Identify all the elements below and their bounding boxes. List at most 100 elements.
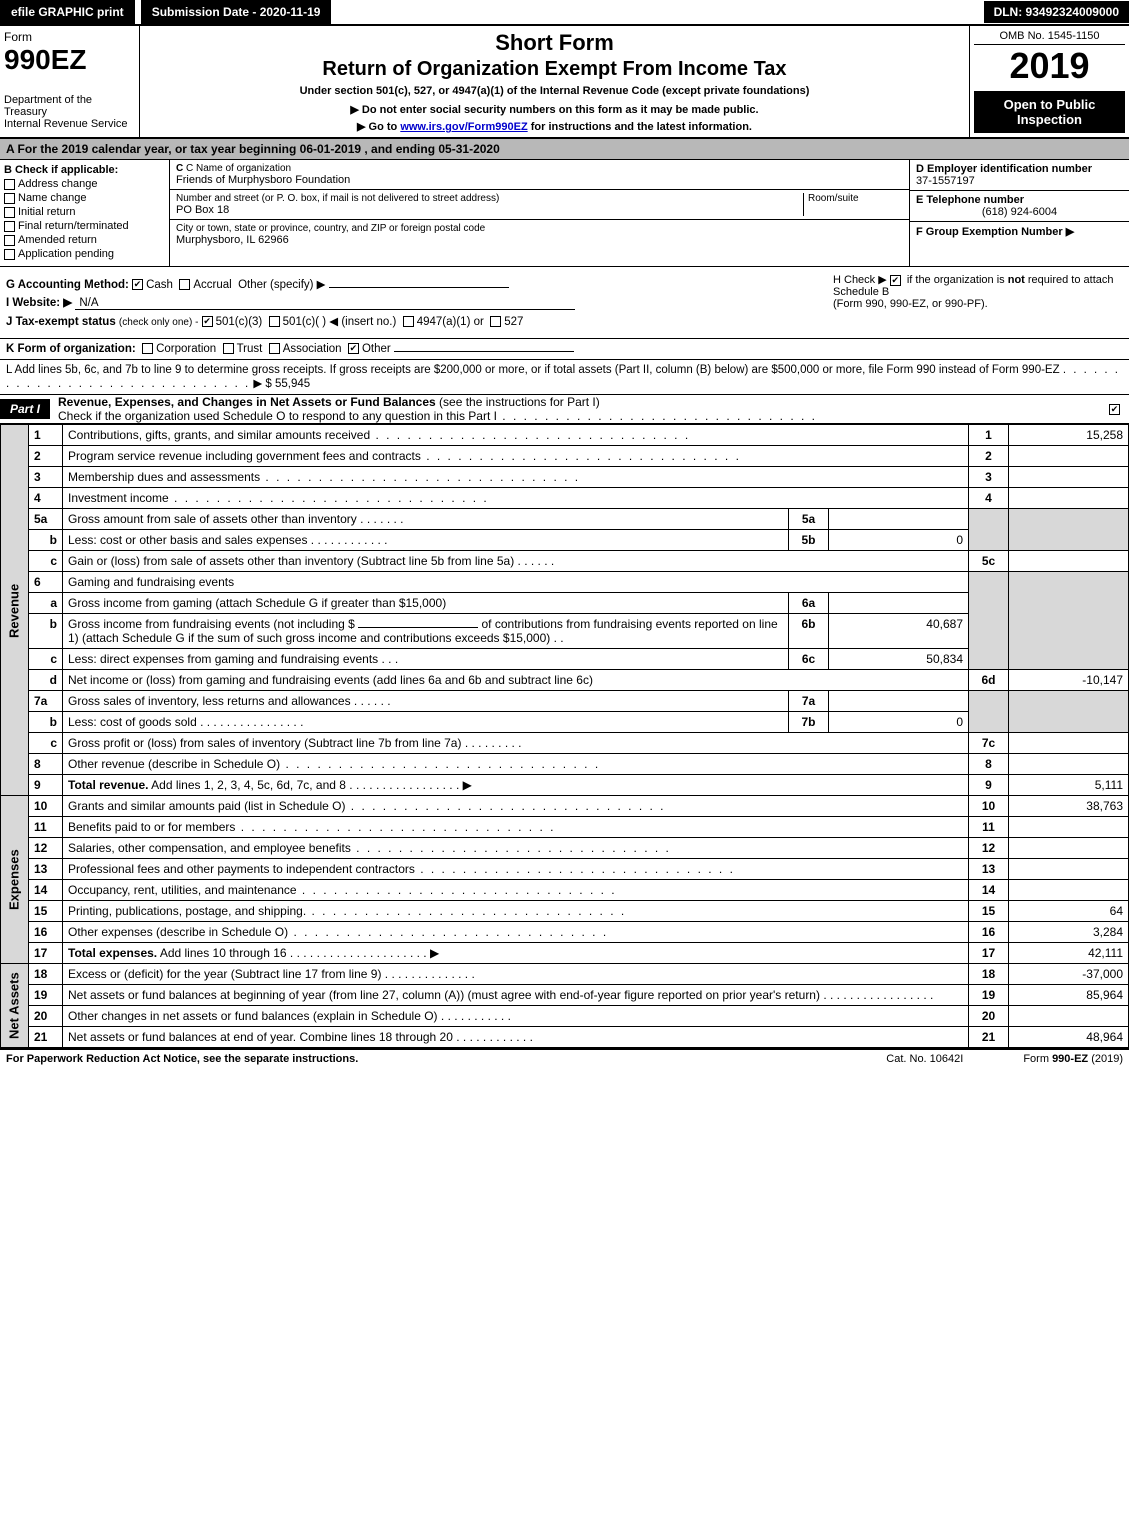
chk-name-change[interactable]: Name change [4, 192, 165, 204]
j-o1: 501(c)(3) [216, 316, 263, 328]
k-corp-checkbox[interactable] [142, 343, 153, 354]
l18-desc: Excess or (deficit) for the year (Subtra… [68, 967, 381, 981]
footer-right: Form 990-EZ (2019) [1023, 1053, 1123, 1065]
header-right: OMB No. 1545-1150 2019 Open to Public In… [969, 26, 1129, 137]
line-5b: bLess: cost or other basis and sales exp… [1, 530, 1129, 551]
city-label: City or town, state or province, country… [176, 223, 903, 234]
expenses-vlabel: Expenses [1, 796, 29, 964]
line-6a: aGross income from gaming (attach Schedu… [1, 593, 1129, 614]
chk-application-pending[interactable]: Application pending [4, 248, 165, 260]
line-18: Net Assets 18Excess or (deficit) for the… [1, 964, 1129, 985]
sub3-prefix: ▶ Go to [357, 121, 400, 133]
col-def: D Employer identification number 37-1557… [909, 160, 1129, 266]
l21-desc: Net assets or fund balances at end of ye… [68, 1030, 453, 1044]
l3-desc: Membership dues and assessments [68, 470, 260, 484]
footer-left: For Paperwork Reduction Act Notice, see … [6, 1053, 358, 1065]
header-center: Short Form Return of Organization Exempt… [140, 26, 969, 137]
l-amount: $ 55,945 [265, 378, 310, 390]
k-trust-checkbox[interactable] [223, 343, 234, 354]
l2-desc: Program service revenue including govern… [68, 449, 421, 463]
k-o4: Other [362, 343, 391, 355]
line-6d: dNet income or (loss) from gaming and fu… [1, 670, 1129, 691]
l1-desc: Contributions, gifts, grants, and simila… [68, 428, 370, 442]
j-501c3-checkbox[interactable] [202, 316, 213, 327]
l12-desc: Salaries, other compensation, and employ… [68, 841, 351, 855]
part1-table: Revenue 1 Contributions, gifts, grants, … [0, 424, 1129, 1048]
form-header: Form 990EZ Department of the Treasury In… [0, 26, 1129, 139]
l16-amt: 3,284 [1009, 922, 1129, 943]
subtitle-section: Under section 501(c), 527, or 4947(a)(1)… [144, 85, 965, 97]
line-7b: bLess: cost of goods sold . . . . . . . … [1, 712, 1129, 733]
org-name-value: Friends of Murphysboro Foundation [176, 174, 903, 186]
line-5a: 5aGross amount from sale of assets other… [1, 509, 1129, 530]
submission-date-button[interactable]: Submission Date - 2020-11-19 [141, 0, 332, 24]
j-4947-checkbox[interactable] [403, 316, 414, 327]
line-9: 9Total revenue. Total revenue. Add lines… [1, 775, 1129, 796]
l6c-desc: Less: direct expenses from gaming and fu… [68, 652, 378, 666]
e-value: (618) 924-6004 [916, 206, 1123, 218]
line-6c: cLess: direct expenses from gaming and f… [1, 649, 1129, 670]
col-b-label: B Check if applicable: [4, 164, 165, 176]
l17-amt: 42,111 [1009, 943, 1129, 964]
e-phone-cell: E Telephone number (618) 924-6004 [910, 191, 1129, 222]
l7c-desc: Gross profit or (loss) from sales of inv… [68, 736, 461, 750]
line-16: 16Other expenses (describe in Schedule O… [1, 922, 1129, 943]
l8-desc: Other revenue (describe in Schedule O) [68, 757, 280, 771]
part1-note: (see the instructions for Part I) [439, 395, 600, 409]
l13-desc: Professional fees and other payments to … [68, 862, 415, 876]
h-text1: H Check ▶ [833, 274, 887, 286]
line-2: 2Program service revenue including gover… [1, 446, 1129, 467]
g-cash-checkbox[interactable] [132, 279, 143, 290]
l18-amt: -37,000 [1009, 964, 1129, 985]
chk-address-change[interactable]: Address change [4, 178, 165, 190]
l6-desc: Gaming and fundraising events [68, 575, 234, 589]
e-label: E Telephone number [916, 194, 1123, 206]
revenue-vlabel: Revenue [1, 425, 29, 796]
l6b-desc1: Gross income from fundraising events (no… [68, 617, 355, 631]
j-501c-checkbox[interactable] [269, 316, 280, 327]
d-ein-cell: D Employer identification number 37-1557… [910, 160, 1129, 191]
l5b-desc: Less: cost or other basis and sales expe… [68, 533, 307, 547]
f-group-cell: F Group Exemption Number ▶ [910, 222, 1129, 241]
l20-desc: Other changes in net assets or fund bala… [68, 1009, 438, 1023]
d-value: 37-1557197 [916, 175, 1123, 187]
k-assoc-checkbox[interactable] [269, 343, 280, 354]
header-left: Form 990EZ Department of the Treasury In… [0, 26, 140, 137]
l7b-desc: Less: cost of goods sold [68, 715, 197, 729]
chk-initial-return[interactable]: Initial return [4, 206, 165, 218]
chk-amended-return[interactable]: Amended return [4, 234, 165, 246]
l10-desc: Grants and similar amounts paid (list in… [68, 799, 345, 813]
part1-schedule-o-checkbox[interactable] [1109, 404, 1120, 415]
k-other-checkbox[interactable] [348, 343, 359, 354]
line-19: 19Net assets or fund balances at beginni… [1, 985, 1129, 1006]
footer: For Paperwork Reduction Act Notice, see … [0, 1048, 1129, 1068]
irs-link[interactable]: www.irs.gov/Form990EZ [400, 121, 527, 133]
footer-mid: Cat. No. 10642I [886, 1053, 963, 1065]
chk-final-return[interactable]: Final return/terminated [4, 220, 165, 232]
k-o3: Association [283, 343, 342, 355]
k-label: K Form of organization: [6, 343, 136, 355]
j-note: (check only one) - [119, 317, 198, 328]
l5c-desc: Gain or (loss) from sale of assets other… [68, 554, 514, 568]
section-bcdef: B Check if applicable: Address change Na… [0, 160, 1129, 267]
top-bar: efile GRAPHIC print Submission Date - 20… [0, 0, 1129, 26]
l15-desc: Printing, publications, postage, and shi… [68, 904, 306, 918]
h-checkbox[interactable] [890, 275, 901, 286]
k-o2: Trust [237, 343, 263, 355]
line-7a: 7aGross sales of inventory, less returns… [1, 691, 1129, 712]
efile-print-button[interactable]: efile GRAPHIC print [0, 0, 135, 24]
l6d-amt: -10,147 [1009, 670, 1129, 691]
line-7c: cGross profit or (loss) from sales of in… [1, 733, 1129, 754]
addr-value: PO Box 18 [176, 204, 803, 216]
j-527-checkbox[interactable] [490, 316, 501, 327]
g-accrual-checkbox[interactable] [179, 279, 190, 290]
line-11: 11Benefits paid to or for members11 [1, 817, 1129, 838]
line-1: Revenue 1 Contributions, gifts, grants, … [1, 425, 1129, 446]
subtitle-instructions: ▶ Go to www.irs.gov/Form990EZ for instru… [144, 120, 965, 133]
j-o2: 501(c)( ) ◀ (insert no.) [283, 316, 397, 328]
j-line: J Tax-exempt status (check only one) - 5… [6, 314, 1123, 328]
c-label: C Name of organization [186, 163, 291, 174]
org-name-cell: C C Name of organization Friends of Murp… [170, 160, 909, 190]
h-text3: (Form 990, 990-EZ, or 990-PF). [833, 298, 988, 310]
l-text: L Add lines 5b, 6c, and 7b to line 9 to … [6, 364, 1060, 376]
